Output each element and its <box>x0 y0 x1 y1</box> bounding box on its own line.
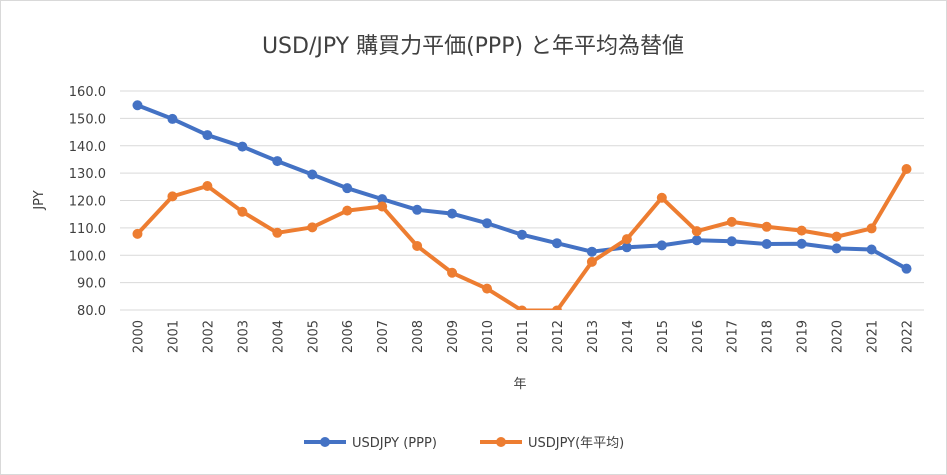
data-point <box>656 192 667 203</box>
x-tick-label: 2015 <box>656 320 671 353</box>
x-tick-label: 2017 <box>726 320 741 353</box>
legend-item: USDJPY(年平均) <box>480 436 624 451</box>
x-tick-label: 2020 <box>831 320 846 353</box>
data-point <box>447 267 458 278</box>
x-tick-label: 2013 <box>586 320 601 353</box>
data-point <box>551 238 562 249</box>
data-point <box>132 228 143 239</box>
data-point <box>586 256 597 267</box>
data-point <box>621 242 632 253</box>
data-point <box>901 263 912 274</box>
data-point <box>377 201 388 212</box>
data-point <box>167 113 178 124</box>
x-tick-label: 2019 <box>796 320 811 353</box>
legend-label: USDJPY(年平均) <box>528 436 624 451</box>
series-1 <box>132 100 912 274</box>
y-tick-label: 90.0 <box>77 277 106 292</box>
y-tick-label: 130.0 <box>69 167 106 182</box>
data-point <box>586 246 597 257</box>
data-point <box>167 191 178 202</box>
y-tick-label: 140.0 <box>69 140 106 155</box>
x-tick-label: 2010 <box>481 320 496 353</box>
x-tick-label: 2016 <box>691 320 706 353</box>
x-axis-ticks: 2000 2001 2002 2003 2004 2005 2006 2007 2008 2009… <box>131 320 915 353</box>
x-tick-label: 2014 <box>621 320 636 353</box>
y-tick-label: 160.0 <box>69 85 106 100</box>
legend-swatch-marker <box>496 437 506 447</box>
x-tick-label: 2000 <box>131 320 146 353</box>
data-point <box>621 234 632 245</box>
data-point <box>342 205 353 216</box>
series-line <box>135 167 909 310</box>
data-point <box>726 216 737 227</box>
legend-swatch-marker <box>320 437 330 447</box>
x-tick-label: 2003 <box>236 320 251 353</box>
data-point <box>901 164 912 175</box>
data-point <box>307 222 318 233</box>
x-tick-label: 2007 <box>376 320 391 353</box>
chart-title: USD/JPY 購買力平価(PPP) と年平均為替値 <box>262 34 684 59</box>
x-axis-label: 年 <box>513 377 526 392</box>
data-point <box>237 206 248 217</box>
data-point <box>482 283 493 294</box>
data-point <box>517 305 527 310</box>
data-point <box>691 235 702 246</box>
x-tick-label: 2022 <box>901 320 916 353</box>
data-point <box>412 204 423 215</box>
data-point <box>517 229 527 240</box>
y-tick-label: 110.0 <box>69 222 106 237</box>
x-tick-label: 2004 <box>271 320 286 353</box>
y-axis-ticks: 160.0 150.0 140.0 130.0 120.0 110.0 100.0 90.0 8… <box>69 85 106 319</box>
data-point <box>272 227 283 238</box>
legend: USDJPY (PPP) USDJPY(年平均) <box>304 436 624 451</box>
data-point <box>202 130 213 141</box>
y-tick-label: 100.0 <box>69 249 106 264</box>
data-point <box>831 231 842 242</box>
y-tick-label: 80.0 <box>77 304 106 319</box>
data-point <box>866 244 877 255</box>
series-line <box>135 103 909 271</box>
data-point <box>796 225 807 236</box>
x-tick-label: 2006 <box>341 320 356 353</box>
x-tick-label: 2009 <box>446 320 461 353</box>
plot-area <box>132 100 912 310</box>
data-point <box>726 236 737 247</box>
data-point <box>272 156 283 167</box>
data-point <box>761 239 772 250</box>
data-point <box>237 141 248 152</box>
series-2 <box>132 164 912 310</box>
data-point <box>796 238 807 249</box>
x-tick-label: 2021 <box>866 320 881 353</box>
data-point <box>551 305 562 310</box>
data-point <box>202 180 213 191</box>
data-point <box>761 221 772 232</box>
data-point <box>342 183 353 194</box>
x-tick-label: 2012 <box>551 320 566 353</box>
x-tick-label: 2008 <box>411 320 426 353</box>
data-point <box>866 223 877 234</box>
data-point <box>656 240 667 251</box>
x-tick-label: 2011 <box>516 320 531 353</box>
data-point <box>412 240 423 251</box>
data-point <box>132 100 143 111</box>
data-point <box>447 208 458 219</box>
y-axis-label: JPY <box>32 190 47 210</box>
data-point <box>691 226 702 237</box>
gridlines <box>120 90 924 311</box>
y-tick-label: 150.0 <box>69 112 106 127</box>
x-tick-label: 2002 <box>201 320 216 353</box>
legend-label: USDJPY (PPP) <box>352 436 437 451</box>
x-tick-label: 2018 <box>761 320 776 353</box>
data-point <box>482 218 493 229</box>
legend-item: USDJPY (PPP) <box>304 436 437 451</box>
x-tick-label: 2005 <box>306 320 321 353</box>
data-point <box>307 169 318 180</box>
data-point <box>831 243 842 254</box>
y-tick-label: 120.0 <box>69 195 106 210</box>
x-tick-label: 2001 <box>166 320 181 353</box>
data-point <box>377 194 388 205</box>
